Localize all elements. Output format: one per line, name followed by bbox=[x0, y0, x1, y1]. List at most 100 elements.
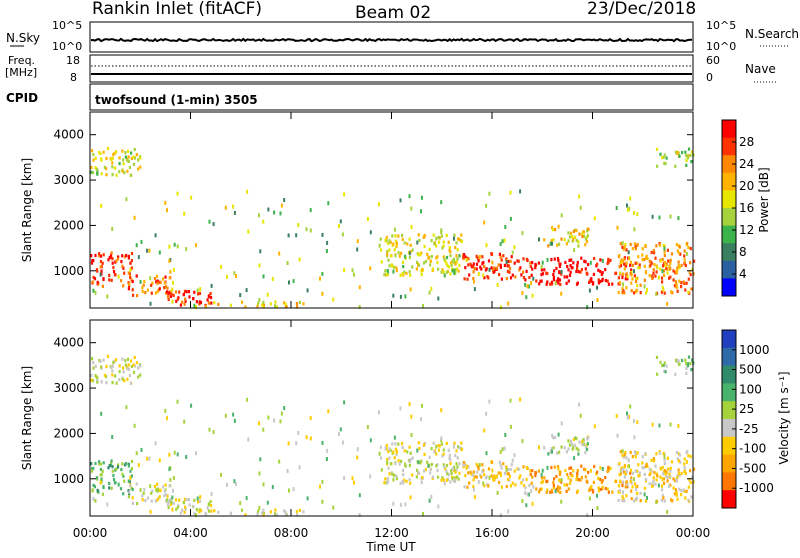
power-cell bbox=[509, 259, 512, 263]
velocity-cell bbox=[625, 480, 628, 484]
velocity-cell bbox=[369, 474, 372, 479]
power-cell bbox=[105, 167, 108, 171]
y-tick-label: 2000 bbox=[53, 426, 84, 440]
power-cell bbox=[501, 239, 504, 244]
power-cell bbox=[99, 151, 102, 155]
power-cell bbox=[624, 242, 627, 247]
power-cell bbox=[209, 296, 213, 300]
velocity-cell bbox=[655, 452, 658, 456]
power-cell bbox=[525, 295, 528, 300]
power-cell bbox=[649, 263, 652, 268]
power-cell bbox=[675, 243, 678, 247]
velocity-cell bbox=[127, 464, 130, 468]
velocity-cell bbox=[129, 381, 132, 385]
power-cell bbox=[123, 255, 127, 259]
colorbar-tick-label: -100 bbox=[739, 442, 766, 456]
cpid-panel: CPID twofsound (1-min) 3505 bbox=[6, 83, 694, 111]
power-cell bbox=[435, 244, 438, 248]
power-cell bbox=[675, 270, 678, 274]
velocity-cell bbox=[451, 477, 454, 481]
velocity-cell bbox=[428, 455, 431, 459]
velocity-cell bbox=[423, 443, 426, 447]
velocity-cell bbox=[437, 448, 441, 452]
velocity-cell bbox=[534, 470, 537, 475]
velocity-cell bbox=[351, 476, 354, 481]
velocity-cell bbox=[659, 360, 662, 364]
power-cell bbox=[454, 245, 457, 250]
velocity-cell bbox=[661, 493, 664, 497]
velocity-cell bbox=[593, 464, 596, 469]
power-cell bbox=[437, 240, 441, 244]
velocity-cell bbox=[585, 447, 589, 452]
power-cell bbox=[633, 242, 636, 246]
velocity-cell bbox=[621, 495, 624, 499]
velocity-cell bbox=[433, 450, 436, 454]
velocity-cell bbox=[666, 475, 669, 479]
power-cell bbox=[568, 258, 571, 262]
power-cell bbox=[271, 277, 274, 281]
velocity-cell bbox=[440, 478, 443, 482]
power-cell bbox=[124, 155, 127, 159]
power-cell bbox=[625, 286, 628, 290]
velocity-cell bbox=[570, 474, 573, 478]
power-cell bbox=[615, 271, 618, 275]
power-cell bbox=[128, 282, 131, 286]
power-cell bbox=[628, 256, 631, 261]
velocity-cell bbox=[691, 358, 694, 362]
velocity-cell bbox=[442, 448, 445, 452]
velocity-cell bbox=[135, 451, 138, 456]
velocity-cell bbox=[454, 479, 457, 484]
velocity-cell bbox=[584, 468, 587, 472]
power-cell bbox=[159, 280, 162, 285]
power-cell bbox=[142, 283, 145, 287]
power-cell bbox=[687, 277, 690, 281]
velocity-cell bbox=[677, 468, 680, 472]
velocity-cell bbox=[653, 471, 656, 475]
velocity-cell bbox=[479, 473, 482, 477]
velocity-cell bbox=[179, 511, 182, 515]
velocity-cell bbox=[105, 364, 108, 369]
velocity-cell bbox=[409, 451, 412, 455]
power-cell bbox=[657, 275, 660, 280]
velocity-cell bbox=[131, 487, 134, 492]
velocity-cell bbox=[678, 453, 681, 457]
power-cell bbox=[554, 281, 557, 286]
power-cell bbox=[273, 210, 276, 215]
power-cell bbox=[623, 257, 626, 261]
power-cell bbox=[450, 261, 453, 265]
power-cell bbox=[391, 234, 394, 238]
power-cell bbox=[129, 267, 132, 272]
power-cell bbox=[176, 244, 179, 249]
power-cell bbox=[440, 234, 443, 238]
power-cell bbox=[587, 262, 590, 267]
velocity-cell bbox=[507, 509, 510, 514]
power-cell bbox=[473, 287, 476, 292]
power-cell bbox=[680, 281, 683, 285]
power-cell bbox=[171, 287, 174, 292]
velocity-cell bbox=[166, 416, 168, 421]
power-cell bbox=[665, 156, 668, 160]
power-cell bbox=[557, 281, 560, 285]
power-cell bbox=[416, 260, 419, 264]
power-cell bbox=[557, 224, 560, 229]
power-cell bbox=[685, 251, 688, 256]
power-cell bbox=[546, 280, 549, 284]
velocity-cell bbox=[92, 496, 95, 501]
power-cell bbox=[123, 171, 126, 175]
velocity-cell bbox=[670, 460, 674, 464]
power-cell bbox=[655, 270, 658, 274]
nsky-right-tick-bottom: 10^0 bbox=[706, 40, 736, 53]
power-cell bbox=[117, 274, 120, 279]
power-cell bbox=[485, 243, 488, 248]
velocity-cell bbox=[156, 498, 159, 502]
velocity-cell bbox=[531, 501, 534, 506]
velocity-cell bbox=[204, 512, 208, 516]
power-cell bbox=[179, 303, 182, 307]
power-cell bbox=[679, 252, 682, 256]
velocity-cell bbox=[399, 502, 402, 507]
velocity-cell bbox=[358, 513, 361, 517]
velocity-cell bbox=[184, 507, 187, 511]
colorbar-segment bbox=[722, 330, 736, 349]
velocity-cell bbox=[677, 459, 680, 463]
power-cell bbox=[663, 246, 666, 251]
